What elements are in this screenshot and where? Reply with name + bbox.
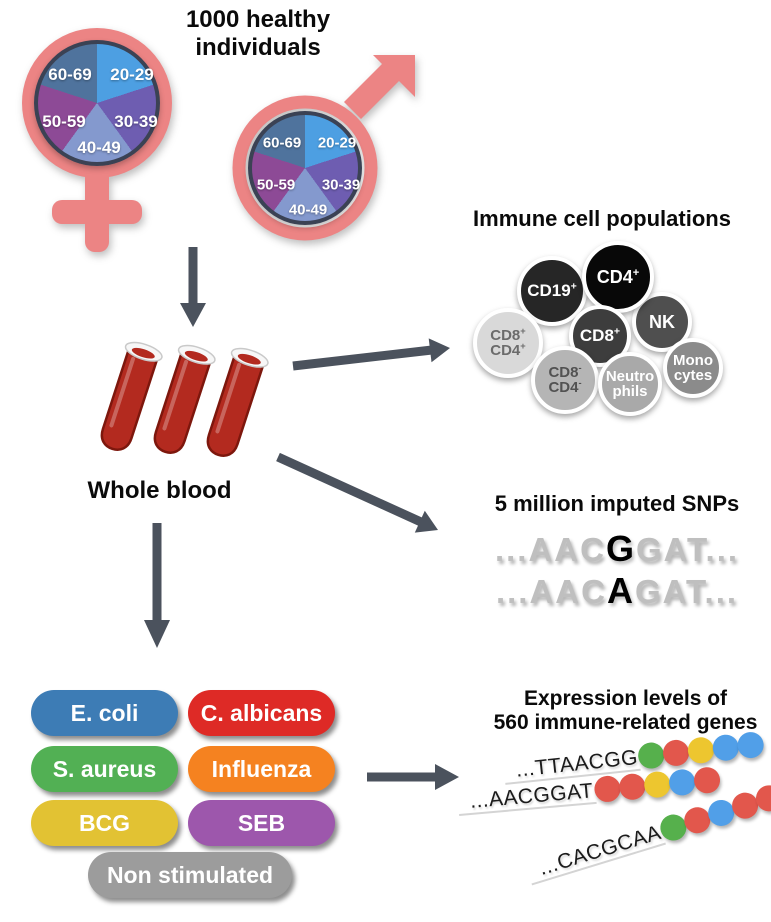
- expression-dot: [592, 774, 622, 804]
- male-icon: [232, 55, 415, 241]
- arrow-cohort-to-blood-icon: [180, 247, 206, 327]
- pie-slice-label: 30-39: [114, 112, 158, 131]
- immune-cell-cd8pos-cd4pos: CD8+ CD4+: [473, 308, 543, 378]
- stimulation-pill-influenza: Influenza: [188, 746, 335, 792]
- expression-dot: [617, 772, 647, 801]
- immune-cell-monocytes: Mono cytes: [663, 338, 723, 398]
- expression-dot: [637, 741, 666, 770]
- page-title: 1000 healthy individuals: [185, 6, 331, 61]
- stimulation-pill-nonstimulated: Non stimulated: [88, 852, 292, 898]
- arrow-blood-to-cells-icon: [292, 338, 450, 371]
- male-symbol: 20-29 30-39 40-49 50-59 60-69: [228, 50, 423, 250]
- pie-slice-label: 50-59: [256, 176, 296, 194]
- pie-slice-label: 60-69: [262, 134, 302, 152]
- immune-cell-cd8neg-cd4neg: CD8- CD4-: [531, 346, 599, 414]
- expression-dot: [736, 730, 766, 760]
- stimulation-pill-ecoli: E. coli: [31, 690, 178, 736]
- expression-dot: [692, 766, 721, 795]
- immune-cell-cd4: CD4+: [582, 241, 654, 313]
- blood-tubes-icon: [92, 336, 273, 463]
- snp-sequence: ...AACGGAT...: [494, 528, 740, 569]
- expression-dot: [667, 768, 696, 797]
- pie-slice-label: 60-69: [48, 65, 92, 84]
- expression-dot: [662, 738, 691, 768]
- pie-slice-label: 50-59: [42, 112, 86, 131]
- pie-slice-label: 20-29: [110, 65, 154, 84]
- immune-cell-neutrophils: Neutro phils: [598, 352, 662, 416]
- snp-sequences: ...AACGGAT... ...AACAGAT...: [462, 528, 771, 613]
- pie-slice-label: 40-49: [77, 138, 121, 157]
- stimulation-pill-bcg: BCG: [31, 800, 178, 846]
- expression-title: Expression levels of 560 immune-related …: [493, 687, 758, 734]
- stimulation-pill-calbicans: C. albicans: [188, 690, 335, 736]
- stimulation-pill-saureus: S. aureus: [31, 746, 178, 792]
- snp-variant-allele: A: [606, 570, 635, 612]
- expression-dot: [642, 770, 671, 799]
- pie-slice-label: 30-39: [321, 176, 361, 194]
- age-pie-male: 20-29 30-39 40-49 50-59 60-69: [248, 111, 362, 225]
- arrow-blood-to-snps-icon: [276, 452, 438, 533]
- snp-variant-allele: G: [605, 528, 636, 569]
- expression-dot: [687, 735, 716, 765]
- female-icon: [22, 28, 172, 252]
- snp-sequence: ...AACAGAT...: [495, 570, 739, 612]
- snps-title: 5 million imputed SNPs: [494, 491, 740, 516]
- expression-dot: [711, 733, 741, 762]
- arrow-blood-to-stimulations-icon: [144, 523, 170, 648]
- immune-title: Immune cell populations: [473, 206, 731, 231]
- female-symbol: 20-29 30-39 40-49 50-59 60-69: [18, 14, 182, 256]
- stimulation-pill-seb: SEB: [188, 800, 335, 846]
- arrow-stimulations-to-expression-icon: [367, 764, 459, 790]
- pie-slice-label: 40-49: [288, 201, 328, 219]
- pie-slice-label: 20-29: [317, 134, 357, 152]
- age-pie-female: 20-29 30-39 40-49 50-59 60-69: [34, 40, 160, 166]
- whole-blood-label: Whole blood: [87, 477, 232, 504]
